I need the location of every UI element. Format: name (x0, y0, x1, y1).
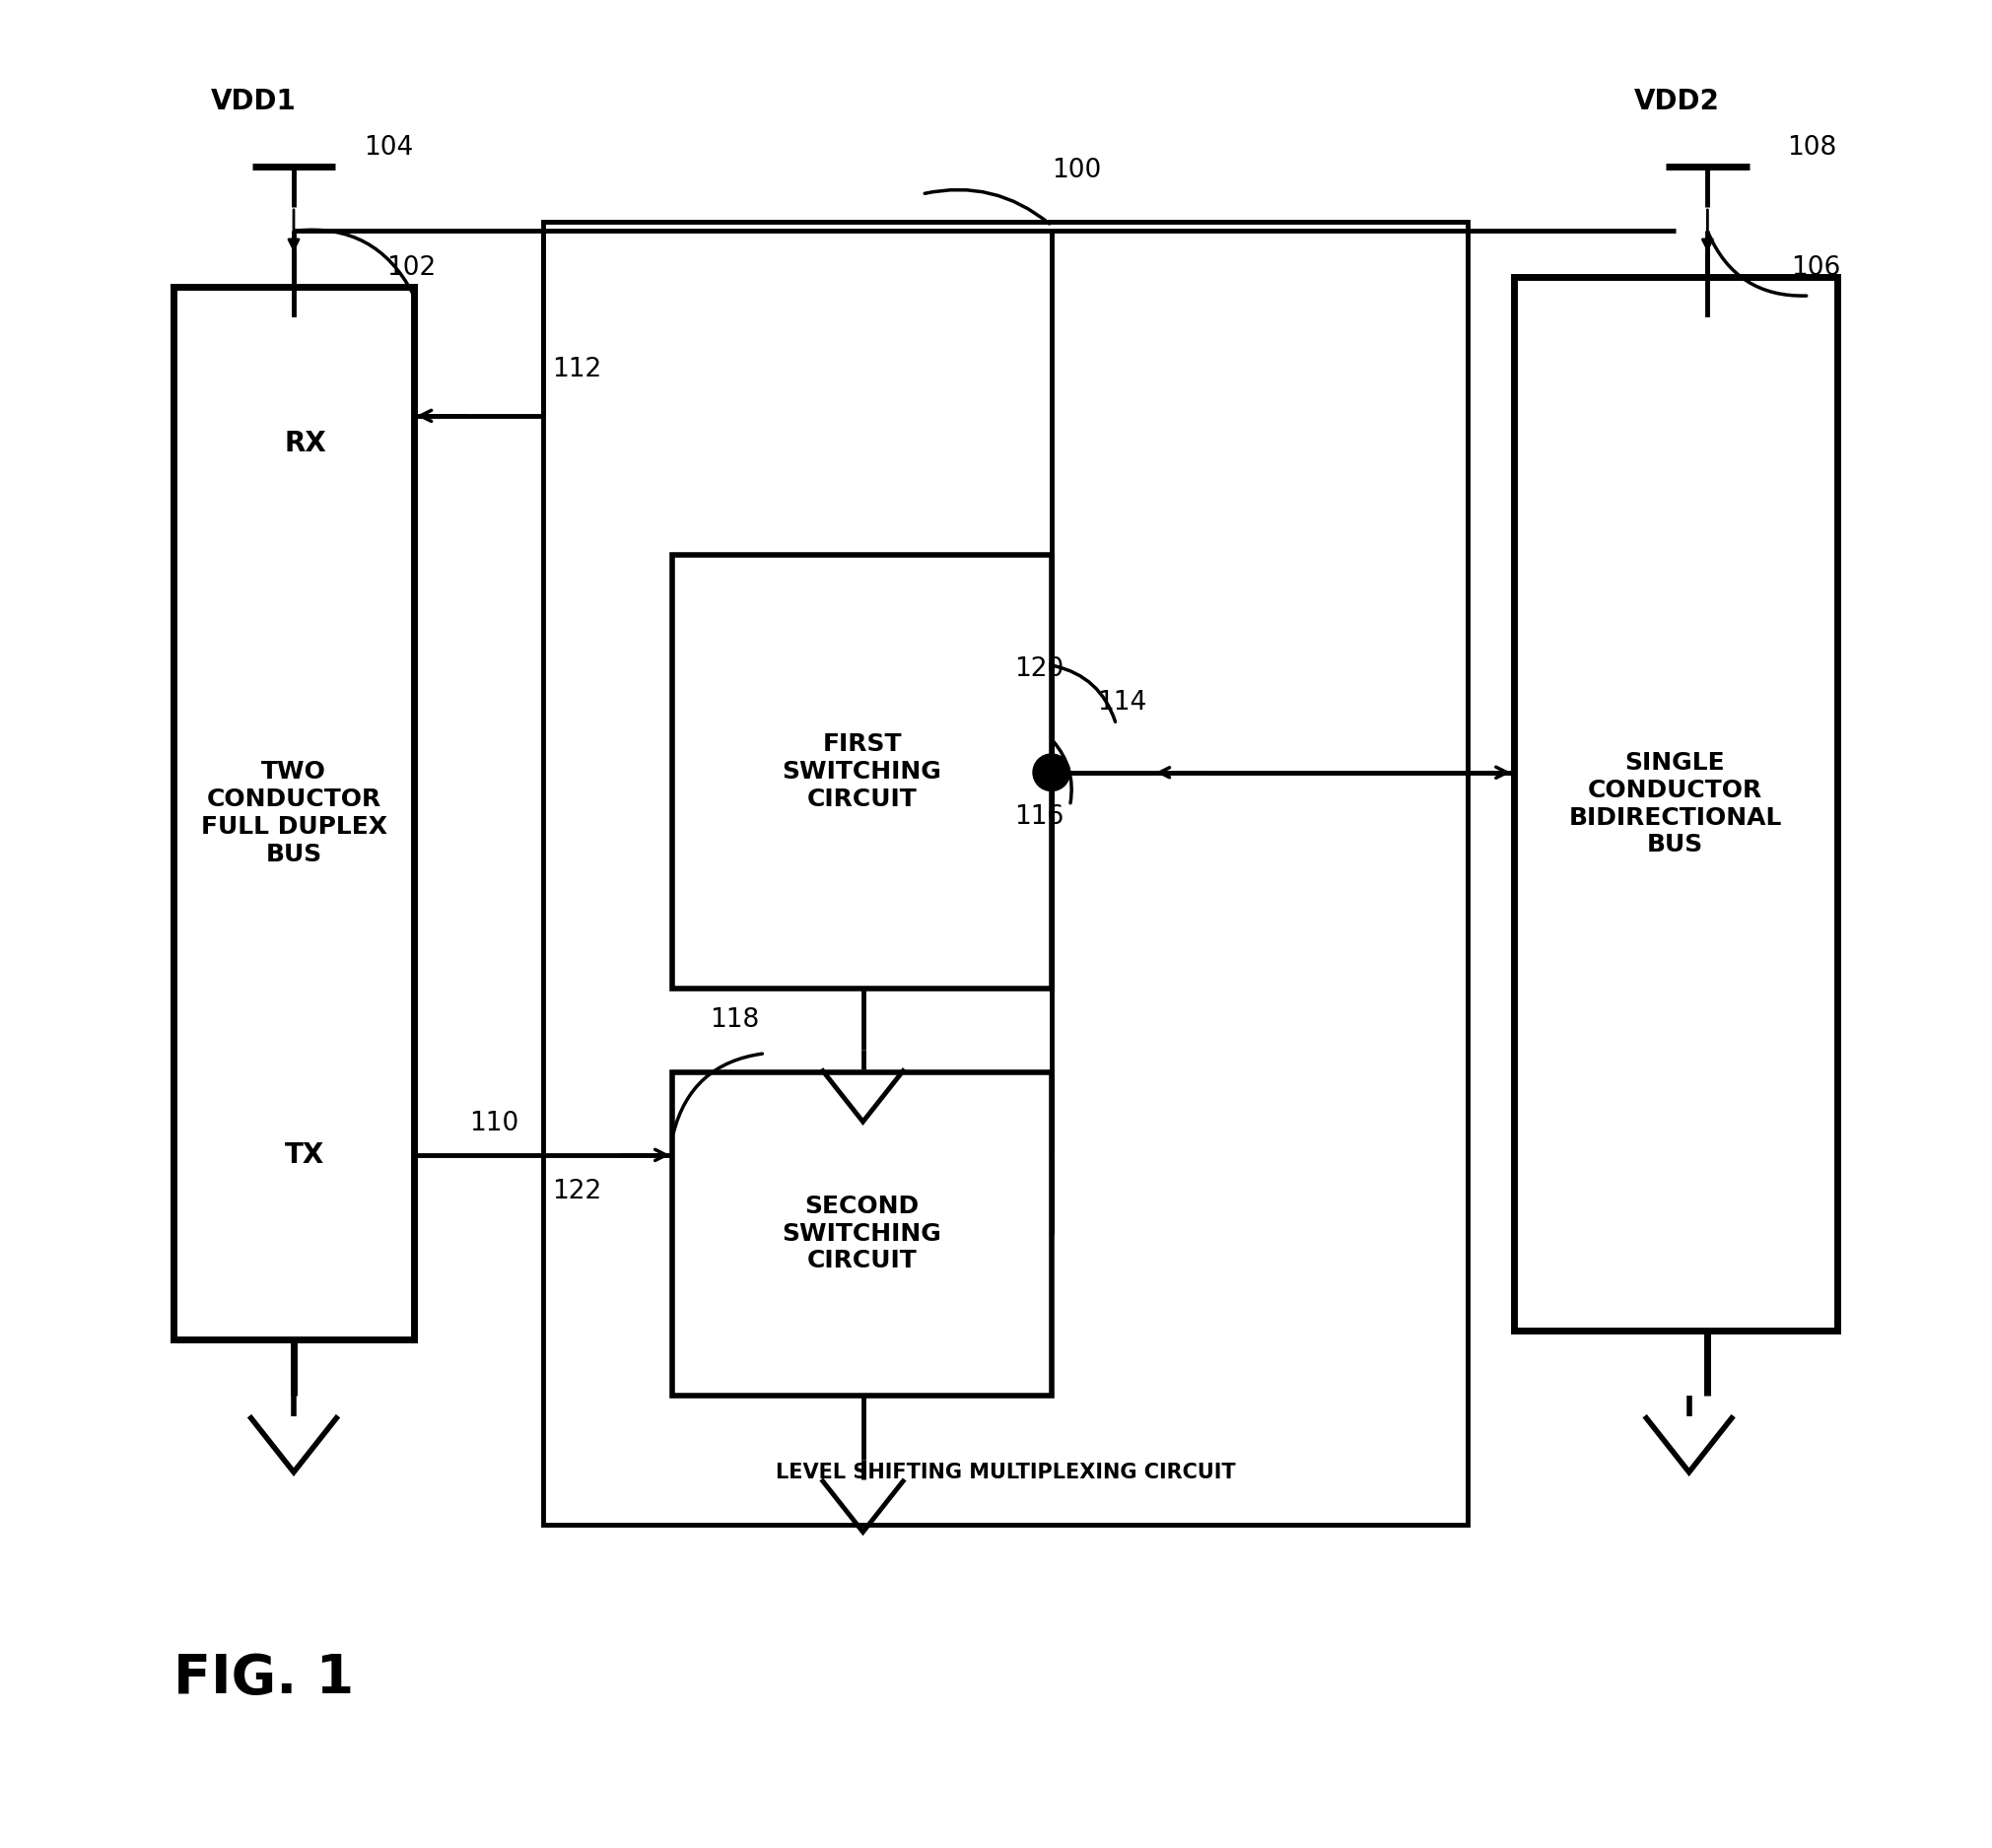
Text: 106: 106 (1791, 255, 1841, 281)
Text: TWO
CONDUCTOR
FULL DUPLEX
BUS: TWO CONDUCTOR FULL DUPLEX BUS (201, 760, 386, 867)
Text: VDD2: VDD2 (1633, 89, 1719, 115)
Text: 102: 102 (386, 255, 436, 281)
Bar (673, 554, 1052, 989)
Text: 110: 110 (470, 1111, 518, 1137)
Text: SECOND
SWITCHING
CIRCUIT: SECOND SWITCHING CIRCUIT (783, 1194, 942, 1273)
Text: 108: 108 (1787, 135, 1837, 161)
Bar (544, 222, 1468, 1525)
Text: VDD1: VDD1 (211, 89, 297, 115)
Text: 116: 116 (1014, 804, 1064, 830)
Bar (673, 1072, 1052, 1395)
Text: 104: 104 (365, 135, 414, 161)
Text: FIG. 1: FIG. 1 (173, 1652, 355, 1704)
Text: 114: 114 (1098, 689, 1147, 715)
Text: 122: 122 (552, 1179, 602, 1205)
Text: TX: TX (285, 1142, 325, 1168)
Text: 120: 120 (1014, 656, 1064, 682)
Circle shape (1034, 754, 1070, 791)
Text: 118: 118 (709, 1007, 759, 1033)
Bar (173, 286, 414, 1340)
Bar (1514, 277, 1837, 1331)
Text: 112: 112 (552, 357, 602, 383)
Text: SINGLE
CONDUCTOR
BIDIRECTIONAL
BUS: SINGLE CONDUCTOR BIDIRECTIONAL BUS (1568, 750, 1781, 857)
Text: FIRST
SWITCHING
CIRCUIT: FIRST SWITCHING CIRCUIT (783, 732, 942, 811)
Text: LEVEL SHIFTING MULTIPLEXING CIRCUIT: LEVEL SHIFTING MULTIPLEXING CIRCUIT (775, 1464, 1235, 1482)
Text: 100: 100 (1052, 157, 1102, 183)
Text: RX: RX (285, 431, 327, 456)
